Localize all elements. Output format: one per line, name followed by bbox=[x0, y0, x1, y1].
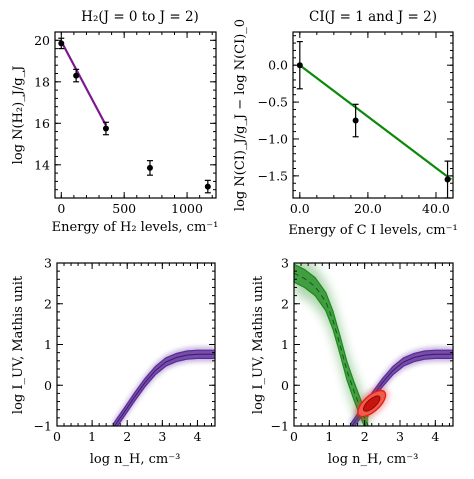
band-edge bbox=[294, 263, 369, 418]
panel-iuv-left-xlabel: log n_H, cm⁻³ bbox=[90, 452, 181, 467]
band-edge bbox=[116, 357, 215, 426]
y-tick-label: 3 bbox=[44, 256, 52, 271]
x-tick-label: 500 bbox=[112, 201, 136, 216]
panel-h2-ylabel: log N(H₂)_J/g_J bbox=[11, 66, 26, 165]
x-tick-label: 2 bbox=[123, 429, 131, 444]
band-fill bbox=[294, 264, 369, 426]
y-tick-label: 0 bbox=[281, 378, 289, 393]
data-point bbox=[73, 72, 80, 79]
x-tick-label: 0 bbox=[290, 429, 298, 444]
x-tick-label: 0 bbox=[57, 201, 65, 216]
panel-ci-xlabel: Energy of C I levels, cm⁻¹ bbox=[288, 223, 457, 238]
data-point bbox=[204, 183, 211, 190]
data-point bbox=[444, 176, 451, 183]
y-tick-label: −1 bbox=[271, 419, 289, 434]
y-tick-label: 2 bbox=[281, 296, 289, 311]
band-center bbox=[113, 353, 215, 426]
y-tick-label: 16 bbox=[34, 116, 50, 131]
y-tick-label: 1 bbox=[281, 337, 289, 352]
panel-iuv-right-xlabel: log n_H, cm⁻³ bbox=[328, 452, 419, 467]
x-tick-label: 2 bbox=[361, 429, 369, 444]
panel-iuv-right-ylabel: log I_UV, Mathis unit bbox=[251, 275, 266, 414]
panel-h2-xlabel: Energy of H₂ levels, cm⁻¹ bbox=[52, 220, 219, 235]
y-tick-label: −1 bbox=[34, 419, 52, 434]
ellipse-inner bbox=[362, 395, 381, 412]
y-tick-label: 1 bbox=[44, 337, 52, 352]
x-tick-label: 3 bbox=[396, 429, 404, 444]
posterior-ellipse bbox=[354, 387, 389, 420]
y-tick-label: 2 bbox=[44, 296, 52, 311]
panel-iuv-left-ylabel: log I_UV, Mathis unit bbox=[11, 275, 26, 414]
data-point bbox=[296, 62, 303, 69]
y-tick-label: 3 bbox=[281, 256, 289, 271]
panel-h2: H₂(J = 0 to J = 2) 0 500 1000 14 16 18 20 Ener… bbox=[11, 9, 218, 235]
x-tick-label: 3 bbox=[158, 429, 166, 444]
y-tick-label: −1.0 bbox=[258, 131, 288, 146]
data-point bbox=[102, 125, 109, 132]
data-point bbox=[146, 164, 153, 171]
y-tick-label: −0.5 bbox=[258, 95, 288, 110]
band-fill bbox=[350, 350, 453, 426]
y-tick-label: −1.5 bbox=[258, 168, 288, 183]
panel-h2-title: H₂(J = 0 to J = 2) bbox=[81, 9, 199, 25]
x-tick-label: 1 bbox=[325, 429, 333, 444]
x-tick-label: 4 bbox=[193, 429, 201, 444]
y-tick-label: 0 bbox=[44, 378, 52, 393]
panel-ci-frame bbox=[292, 31, 454, 199]
band-fill bbox=[113, 350, 215, 426]
fit-line bbox=[60, 40, 107, 126]
bands bbox=[112, 346, 215, 426]
band-center bbox=[294, 272, 369, 426]
band-edge bbox=[112, 349, 215, 425]
x-tick-label: 0 bbox=[53, 429, 61, 444]
x-tick-label: 40.0 bbox=[422, 201, 450, 216]
data-point bbox=[352, 117, 359, 124]
x-tick-label: 1000 bbox=[171, 201, 203, 216]
y-tick-label: 20 bbox=[34, 33, 50, 48]
x-tick-label: 1 bbox=[88, 429, 96, 444]
fit-line bbox=[299, 64, 452, 181]
y-tick-label: 14 bbox=[34, 157, 50, 172]
panel-ci-ylabel: log N(CI)_J/g_J − log N(CI)_0 bbox=[233, 19, 248, 211]
bands bbox=[294, 263, 453, 426]
y-tick-label: 18 bbox=[34, 74, 50, 89]
x-tick-label: 20.0 bbox=[354, 201, 382, 216]
y-tick-label: 0.0 bbox=[268, 58, 288, 73]
panel-h2-frame bbox=[54, 31, 217, 199]
panel-ci: CI(J = 1 and J = 2) 0.0 20.0 40.0 0.0 −0.5 −1… bbox=[233, 9, 458, 238]
data-point bbox=[58, 40, 65, 47]
x-tick-label: 0.0 bbox=[290, 201, 310, 216]
x-tick-label: 4 bbox=[431, 429, 439, 444]
panel-ci-title: CI(J = 1 and J = 2) bbox=[309, 9, 437, 25]
